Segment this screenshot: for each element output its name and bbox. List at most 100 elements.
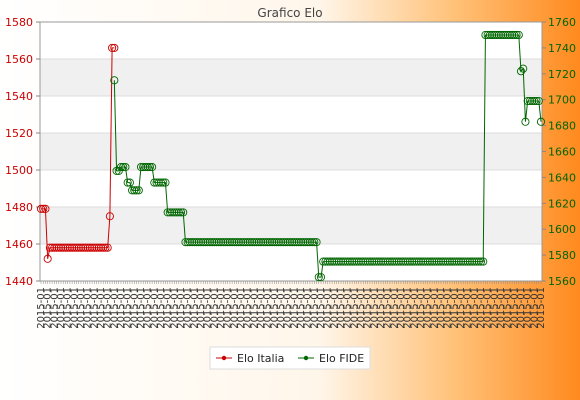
data-point-elo-italia — [103, 243, 112, 252]
data-point-elo-fide — [290, 238, 299, 247]
data-point-elo-fide — [350, 257, 359, 266]
x-axis-tick-label: 2015-01 — [309, 287, 320, 329]
legend-box — [209, 346, 371, 370]
x-axis-tick-label: 2015-01 — [209, 287, 220, 329]
x-axis-tick-label: 2015-01 — [116, 287, 127, 329]
data-point-elo-italia — [72, 243, 81, 252]
data-point-elo-fide — [425, 257, 434, 266]
data-point-elo-fide — [296, 238, 306, 247]
x-axis-tick-label: 2015-01 — [243, 287, 254, 329]
data-point-elo-fide — [232, 238, 241, 247]
right-axis-tick-label: 1560 — [548, 275, 576, 288]
data-point-elo-fide — [463, 257, 472, 266]
x-axis-tick-label: 2015-01 — [43, 287, 54, 329]
x-axis-tick-label: 2015-01 — [383, 287, 394, 329]
data-point-elo-fide — [512, 30, 521, 40]
data-point-elo-fide — [185, 238, 194, 247]
data-point-elo-fide — [345, 257, 354, 266]
x-axis-tick-label: 2015-01 — [336, 287, 347, 329]
data-point-elo-fide — [430, 257, 439, 266]
data-point-elo-fide — [243, 238, 252, 247]
data-point-elo-fide — [219, 238, 228, 247]
data-point-elo-fide — [261, 238, 270, 247]
data-point-elo-fide — [196, 238, 206, 247]
data-point-elo-fide — [279, 238, 288, 247]
data-point-elo-fide — [439, 257, 448, 266]
data-point-elo-fide — [263, 238, 272, 247]
data-point-elo-italia — [70, 243, 79, 252]
data-point-elo-fide — [216, 238, 226, 247]
data-point-elo-fide — [436, 257, 446, 266]
x-axis-tick-label: 2015-01 — [49, 287, 60, 329]
data-point-elo-fide — [536, 117, 546, 126]
data-point-elo-fide — [174, 208, 183, 217]
x-axis-tick-label: 2015-01 — [363, 287, 374, 329]
x-axis-tick-label: 2015-01 — [276, 287, 287, 329]
data-point-elo-fide — [230, 238, 239, 247]
x-axis-tick-label: 2015-01 — [303, 287, 314, 329]
data-point-elo-italia — [41, 204, 50, 213]
x-axis-tick-label: 2015-01 — [36, 287, 47, 329]
data-point-elo-fide — [334, 257, 343, 266]
grid-band — [40, 22, 542, 59]
x-axis-tick-label: 2015-01 — [149, 287, 160, 329]
data-point-elo-italia — [52, 243, 61, 252]
data-point-elo-fide — [456, 257, 466, 266]
data-point-elo-fide — [528, 96, 537, 106]
data-point-elo-fide — [119, 162, 128, 172]
data-point-elo-fide — [228, 238, 237, 247]
x-axis-tick-label: 2015-01 — [329, 287, 340, 329]
data-point-elo-fide — [176, 208, 186, 217]
x-axis-tick-label: 2015-01 — [436, 287, 447, 329]
data-point-elo-italia — [94, 243, 103, 252]
data-point-elo-fide — [496, 30, 506, 40]
data-point-elo-fide — [259, 238, 268, 247]
data-point-elo-italia — [85, 243, 94, 252]
data-point-elo-fide — [316, 273, 326, 282]
data-point-elo-fide — [494, 30, 503, 40]
data-point-elo-fide — [268, 238, 277, 247]
data-point-elo-fide — [250, 238, 259, 247]
data-point-elo-italia — [43, 254, 52, 263]
data-point-elo-fide — [428, 257, 437, 266]
data-point-elo-fide — [448, 257, 457, 266]
data-point-elo-fide — [210, 238, 219, 247]
x-axis-tick-label: 2015-01 — [509, 287, 520, 329]
data-point-elo-fide — [245, 238, 254, 247]
data-point-elo-italia — [76, 243, 86, 252]
data-point-elo-fide — [303, 238, 312, 247]
data-point-elo-fide — [163, 208, 172, 217]
data-point-elo-fide — [403, 257, 412, 266]
x-axis-tick-label: 2015-01 — [129, 287, 140, 329]
data-point-elo-fide — [354, 257, 363, 266]
data-point-elo-fide — [341, 257, 350, 266]
x-axis-tick-label: 2015-01 — [223, 287, 234, 329]
data-point-elo-fide — [488, 30, 497, 40]
right-axis-tick-label: 1760 — [548, 16, 576, 29]
x-axis-tick-label: 2015-01 — [529, 287, 540, 329]
data-point-elo-italia — [56, 243, 66, 252]
data-point-elo-fide — [441, 257, 450, 266]
data-point-elo-fide — [168, 208, 177, 217]
data-point-elo-fide — [470, 257, 479, 266]
data-point-elo-fide — [321, 257, 330, 266]
data-point-elo-fide — [359, 257, 368, 266]
x-axis-tick-label: 2015-01 — [216, 287, 227, 329]
data-point-elo-fide — [110, 76, 119, 85]
x-axis-tick-label: 2015-01 — [389, 287, 400, 329]
data-point-elo-fide — [276, 238, 286, 247]
data-point-elo-italia — [108, 43, 117, 52]
data-point-elo-italia — [99, 243, 108, 252]
data-point-elo-fide — [468, 257, 477, 266]
data-point-elo-fide — [161, 178, 170, 187]
x-axis-tick-label: 2015-01 — [89, 287, 100, 329]
data-point-elo-fide — [145, 162, 154, 172]
data-point-elo-fide — [454, 257, 463, 266]
left-axis-tick-label: 1500 — [5, 164, 33, 177]
x-axis-tick-label: 2015-01 — [169, 287, 180, 329]
x-axis-tick-label: 2015-01 — [409, 287, 420, 329]
right-axis-tick-label: 1580 — [548, 249, 576, 262]
data-point-elo-italia — [36, 204, 46, 213]
data-point-elo-fide — [516, 67, 526, 76]
